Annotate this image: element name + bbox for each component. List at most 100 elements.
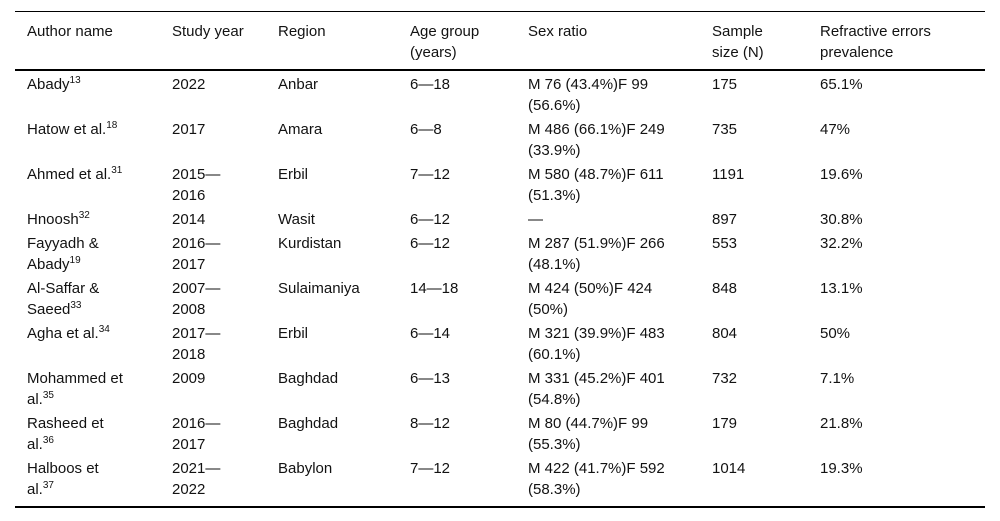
cell-sex-ratio: M 76 (43.4%)F 99 (56.6%) (528, 76, 649, 114)
cell-sample-size: 175 (712, 76, 738, 93)
cell-region: Baghdad (278, 415, 339, 432)
cell-region: Baghdad (278, 370, 339, 387)
cell-sample-size: 732 (712, 370, 738, 387)
cell-author-name: Agha et al.34 (15, 322, 172, 367)
studies-table: Author name Study year Region Age group … (15, 11, 985, 508)
cell-sample-size: 179 (712, 415, 738, 432)
table-row: Hnoosh32 2014 Wasit 6—12 — 897 30.8% (15, 208, 985, 232)
column-header-sex-ratio: Sex ratio (528, 11, 712, 71)
table-row: Agha et al.34 2017— 2018 Erbil 6—14 M 32… (15, 322, 985, 367)
cell-sex-ratio: M 287 (51.9%)F 266 (48.1%) (528, 235, 665, 273)
cell-sex-ratio: M 321 (39.9%)F 483 (60.1%) (528, 325, 665, 363)
cell-age-group: 14—18 (410, 280, 459, 297)
author-text: Rasheed et al. (27, 415, 104, 453)
cell-study-year: 2017— 2018 (172, 325, 221, 363)
table-row: Halboos et al.37 2021— 2022 Babylon 7—12… (15, 457, 985, 508)
column-header-region: Region (278, 11, 410, 71)
table-row: Mohammed et al.35 2009 Baghdad 6—13 M 33… (15, 367, 985, 412)
cell-prevalence: 30.8% (820, 211, 863, 228)
cell-sex-ratio: M 580 (48.7%)F 611 (51.3%) (528, 166, 664, 204)
table-header: Author name Study year Region Age group … (15, 11, 985, 71)
citation-superscript: 18 (106, 120, 118, 131)
cell-age-group: 6—18 (410, 76, 451, 93)
cell-study-year: 2021— 2022 (172, 460, 221, 498)
cell-prevalence: 21.8% (820, 415, 863, 432)
table-row: Fayyadh & Abady19 2016— 2017 Kurdistan 6… (15, 232, 985, 277)
table-row: Ahmed et al.31 2015— 2016 Erbil 7—12 M 5… (15, 163, 985, 208)
cell-prevalence: 7.1% (820, 370, 855, 387)
header-row: Author name Study year Region Age group … (15, 11, 985, 71)
cell-prevalence: 47% (820, 121, 851, 138)
cell-sample-size: 804 (712, 325, 738, 342)
cell-age-group: 7—12 (410, 460, 451, 477)
cell-study-year: 2016— 2017 (172, 415, 221, 453)
cell-region: Babylon (278, 460, 333, 477)
table-row: Rasheed et al.36 2016— 2017 Baghdad 8—12… (15, 412, 985, 457)
cell-age-group: 6—8 (410, 121, 442, 138)
cell-age-group: 6—12 (410, 235, 451, 252)
cell-study-year: 2022 (172, 76, 206, 93)
column-header-author-name: Author name (15, 11, 172, 71)
cell-sample-size: 735 (712, 121, 738, 138)
cell-sex-ratio: M 331 (45.2%)F 401 (54.8%) (528, 370, 665, 408)
cell-author-name: Halboos et al.37 (15, 457, 172, 508)
citation-superscript: 31 (111, 165, 123, 176)
citation-superscript: 19 (69, 255, 81, 266)
cell-prevalence: 32.2% (820, 235, 863, 252)
cell-sex-ratio: — (528, 211, 543, 228)
cell-study-year: 2009 (172, 370, 206, 387)
author-text: Fayyadh & Abady (27, 235, 99, 273)
cell-region: Erbil (278, 166, 309, 183)
author-text: Halboos et al. (27, 460, 99, 498)
cell-study-year: 2007— 2008 (172, 280, 221, 318)
cell-sample-size: 897 (712, 211, 738, 228)
author-text: Mohammed et al. (27, 370, 123, 408)
cell-sample-size: 553 (712, 235, 738, 252)
cell-study-year: 2017 (172, 121, 206, 138)
cell-prevalence: 50% (820, 325, 851, 342)
citation-superscript: 35 (42, 390, 54, 401)
citation-superscript: 13 (69, 75, 81, 86)
cell-sex-ratio: M 486 (66.1%)F 249 (33.9%) (528, 121, 665, 159)
cell-author-name: Mohammed et al.35 (15, 367, 172, 412)
cell-sample-size: 1014 (712, 460, 746, 477)
cell-author-name: Rasheed et al.36 (15, 412, 172, 457)
cell-prevalence: 19.6% (820, 166, 863, 183)
cell-region: Amara (278, 121, 323, 138)
cell-sample-size: 848 (712, 280, 738, 297)
cell-region: Wasit (278, 211, 315, 228)
cell-sex-ratio: M 424 (50%)F 424 (50%) (528, 280, 653, 318)
cell-study-year: 2015— 2016 (172, 166, 221, 204)
citation-superscript: 36 (42, 435, 54, 446)
cell-study-year: 2014 (172, 211, 206, 228)
author-text: Abady (27, 76, 70, 93)
table-row: Hatow et al.18 2017 Amara 6—8 M 486 (66.… (15, 118, 985, 163)
citation-superscript: 34 (98, 324, 110, 335)
column-header-age-group: Age group (years) (410, 11, 528, 71)
citation-superscript: 32 (78, 210, 90, 221)
cell-age-group: 6—12 (410, 211, 451, 228)
author-text: Hatow et al. (27, 121, 107, 138)
cell-author-name: Abady13 (15, 70, 172, 118)
cell-age-group: 6—13 (410, 370, 451, 387)
author-text: Agha et al. (27, 325, 99, 342)
table-row: Abady13 2022 Anbar 6—18 M 76 (43.4%)F 99… (15, 70, 985, 118)
author-text: Ahmed et al. (27, 166, 112, 183)
table-body: Abady13 2022 Anbar 6—18 M 76 (43.4%)F 99… (15, 70, 985, 507)
cell-age-group: 7—12 (410, 166, 451, 183)
cell-age-group: 8—12 (410, 415, 451, 432)
cell-sex-ratio: M 80 (44.7%)F 99 (55.3%) (528, 415, 649, 453)
cell-author-name: Hatow et al.18 (15, 118, 172, 163)
cell-region: Kurdistan (278, 235, 342, 252)
cell-author-name: Fayyadh & Abady19 (15, 232, 172, 277)
column-header-prevalence: Refractive errors prevalence (820, 11, 985, 71)
author-text: Al-Saffar & Saeed (27, 280, 100, 318)
cell-region: Sulaimaniya (278, 280, 360, 297)
cell-region: Anbar (278, 76, 319, 93)
author-text: Hnoosh (27, 211, 79, 228)
citation-superscript: 33 (70, 300, 82, 311)
cell-author-name: Ahmed et al.31 (15, 163, 172, 208)
cell-author-name: Hnoosh32 (15, 208, 172, 232)
cell-prevalence: 19.3% (820, 460, 863, 477)
cell-study-year: 2016— 2017 (172, 235, 221, 273)
